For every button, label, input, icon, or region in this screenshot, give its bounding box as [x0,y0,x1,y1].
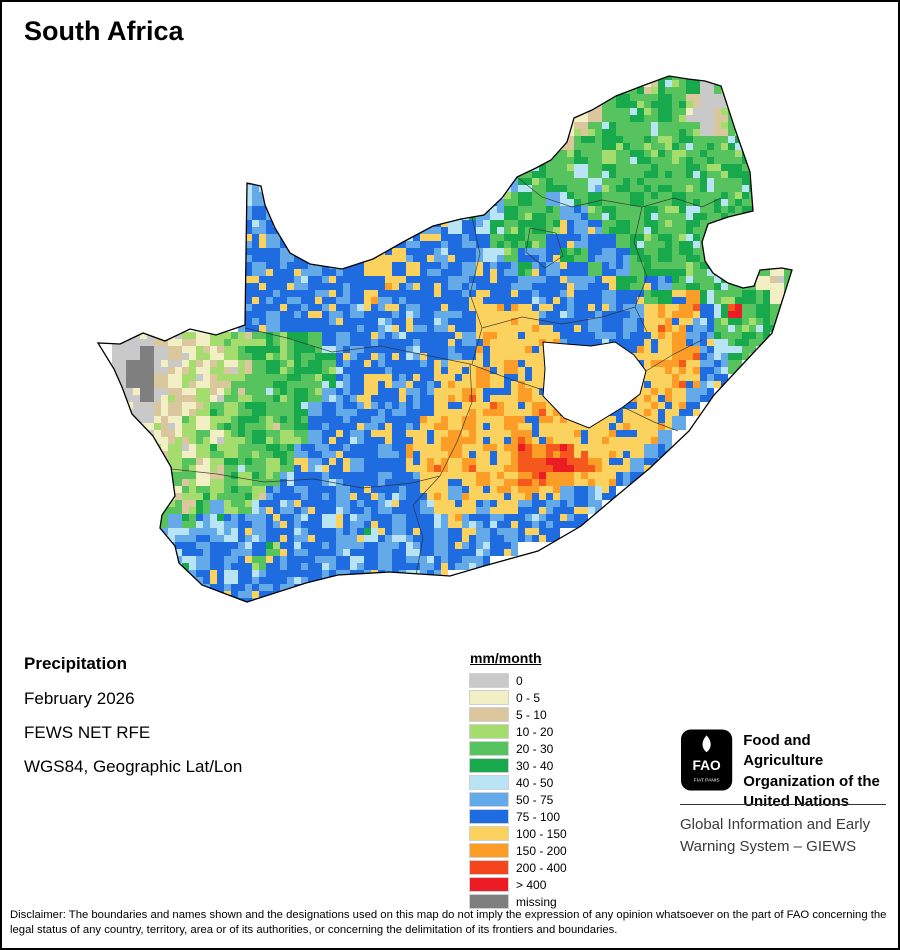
legend-entry: 5 - 10 [469,706,567,723]
legend-label: missing [516,894,557,909]
legend-entry: 40 - 50 [469,774,567,791]
lesotho-outline [542,341,647,429]
legend-swatch [469,877,509,892]
legend-entry: 20 - 30 [469,740,567,757]
disclaimer-text: Disclaimer: The boundaries and names sho… [10,909,887,936]
legend-entry: 100 - 150 [469,825,567,842]
fao-org-line: Food and Agriculture [743,732,824,770]
legend-label: 10 - 20 [516,724,554,739]
legend-swatch [469,792,509,807]
legend-entry: 200 - 400 [469,859,567,876]
legend-entry: 50 - 75 [469,791,567,808]
legend-label: 100 - 150 [516,826,567,841]
info-source: FEWS NET RFE [24,723,151,742]
wheat-icon [702,735,711,753]
legend-entry: 30 - 40 [469,757,567,774]
country-outline [96,75,793,603]
legend-entry: missing [469,893,567,910]
legend-label: 75 - 100 [516,809,561,824]
legend-label: 0 [516,673,523,688]
legend-entry: 0 [469,672,567,689]
legend-label: 30 - 40 [516,758,554,773]
legend-swatch [469,894,509,909]
legend-swatch [469,707,509,722]
fao-block: FAO FIAT PANIS Food and Agriculture Orga… [680,728,892,812]
legend-entries: 0 0 - 5 5 - 10 10 - 20 20 - 30 30 - 40 40 - 50… [469,672,567,910]
legend-swatch [469,860,509,875]
fao-logo-motto: FIAT PANIS [694,778,721,784]
legend-swatch [469,741,509,756]
fao-divider [680,804,886,805]
legend-label: 50 - 75 [516,792,554,807]
legend-label: 5 - 10 [516,707,547,722]
legend-label: 40 - 50 [516,775,554,790]
legend-swatch [469,690,509,705]
map-info-block: Precipitation February 2026 FEWS NET RFE… [24,654,242,791]
fao-org-name: Food and Agriculture Organization of the… [743,728,892,812]
giews-line: Global Information and Early [680,816,871,833]
legend-swatch [469,673,509,688]
fao-org-line: Organization of the [743,772,880,790]
legend: mm/month 0 0 - 5 5 - 10 10 - 20 20 - 30 30 - … [469,650,567,910]
province-borders [170,176,722,576]
legend-entry: 75 - 100 [469,808,567,825]
info-period: February 2026 [24,689,135,708]
legend-label: 0 - 5 [516,690,541,705]
legend-swatch [469,843,509,858]
page-title: South Africa [24,16,184,46]
legend-entry: > 400 [469,876,567,893]
legend-entry: 10 - 20 [469,723,567,740]
legend-label: 20 - 30 [516,741,554,756]
legend-swatch [469,775,509,790]
fao-org-line: United Nations [743,792,850,810]
legend-swatch [469,724,509,739]
legend-swatch [469,809,509,824]
precipitation-map [96,75,793,603]
precipitation-cells [112,76,792,602]
giews-block: Global Information and Early Warning Sys… [680,814,870,858]
legend-label: 200 - 400 [516,860,567,875]
info-heading: Precipitation [24,654,127,673]
legend-swatch [469,826,509,841]
giews-line: Warning System – GIEWS [680,837,857,855]
legend-entry: 0 - 5 [469,689,567,706]
fao-logo: FAO FIAT PANIS [680,729,733,791]
fao-logo-text: FAO [692,758,721,773]
legend-label: > 400 [516,877,547,892]
legend-entry: 150 - 200 [469,842,567,859]
info-projection: WGS84, Geographic Lat/Lon [24,757,243,776]
legend-swatch [469,758,509,773]
legend-label: 150 - 200 [516,843,567,858]
legend-title: mm/month [470,650,542,666]
